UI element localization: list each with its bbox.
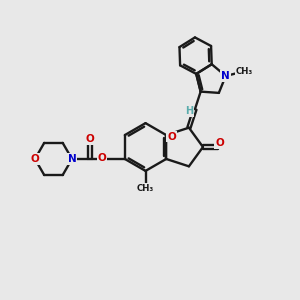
Text: N: N — [68, 154, 76, 164]
Text: O: O — [85, 134, 94, 144]
Text: CH₃: CH₃ — [235, 67, 253, 76]
Text: CH₃: CH₃ — [137, 184, 154, 193]
Text: O: O — [98, 153, 106, 164]
Text: O: O — [31, 154, 39, 164]
Text: H: H — [185, 106, 193, 116]
Text: O: O — [167, 132, 176, 142]
Text: O: O — [215, 138, 224, 148]
Text: N: N — [221, 71, 230, 81]
